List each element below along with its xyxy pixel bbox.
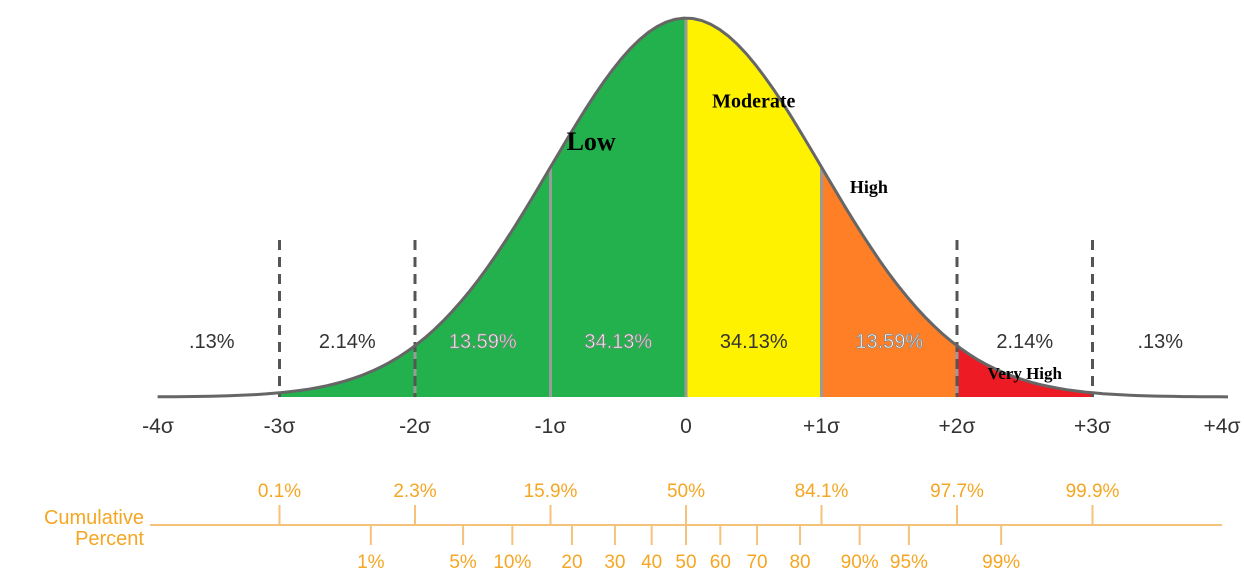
cumulative-upper-label: 0.1% [258,481,301,502]
cumulative-label-line1: Cumulative [44,507,144,529]
sigma-tick-label: 0 [680,415,692,438]
band-percent-label: 13.59% [449,331,517,353]
cumulative-lower-label: 99% [982,552,1020,573]
cumulative-lower-label: 90% [841,552,879,573]
sigma-tick-label: +3σ [1074,415,1111,438]
region-labels: Low Moderate High Very High [567,90,1063,383]
sigma-tick-labels: -4σ -3σ -2σ -1σ 0 +1σ +2σ +3σ +4σ [142,415,1240,438]
band-percent-label: 34.13% [720,331,788,353]
cumulative-lower-label: 95% [890,552,928,573]
band-percent-label: 2.14% [319,331,376,353]
sigma-tick-label: -4σ [142,415,174,438]
cumulative-upper-label: 99.9% [1066,481,1120,502]
cumulative-lower-label: 5% [449,552,477,573]
cumulative-lower-label: 60 [710,552,731,573]
region-label-low: Low [567,127,616,156]
sigma-tick-label: +1σ [803,415,840,438]
cumulative-upper-label: 15.9% [524,481,578,502]
cumulative-upper-label: 2.3% [393,481,436,502]
dashed-markers [278,240,1094,397]
band-percent-label: .13% [1137,331,1183,353]
region-label-moderate: Moderate [712,90,795,112]
cumulative-upper-label: 50% [667,481,705,502]
band-percent-label: 34.13% [584,331,652,353]
cumulative-lower-label: 30 [604,552,625,573]
band-percent-label: 13.59% [855,331,923,353]
cumulative-label-line2: Percent [75,528,144,550]
band-percent-label: .13% [189,331,235,353]
sigma-tick-label: -2σ [399,415,431,438]
region-label-very-high: Very High [988,364,1063,383]
cumulative-lower-label: 20 [561,552,582,573]
cumulative-percent-axis: Cumulative Percent 0.1% 2.3% 15.9% 50% 84.1%… [44,481,1222,573]
bell-curve [157,16,1229,399]
cumulative-lower-label: 80 [789,552,810,573]
cumulative-lower-label: 50 [675,552,696,573]
region-very-high [957,345,1093,397]
cumulative-upper-label: 84.1% [795,481,849,502]
cumulative-lower-label: 10% [493,552,531,573]
cumulative-lower-label: 70 [746,552,767,573]
sigma-dividers [413,19,959,397]
cumulative-upper-label: 97.7% [930,481,984,502]
sigma-tick-label: +2σ [939,415,976,438]
band-percent-labels: .13% 2.14% 13.59% 34.13% 34.13% 13.59% 2.14% .1… [189,331,1183,354]
cumulative-lower-label: 1% [357,552,385,573]
sigma-tick-label: +4σ [1204,415,1241,438]
sigma-tick-label: -3σ [264,415,296,438]
region-label-high: High [850,177,888,197]
band-percent-label: 2.14% [996,331,1053,353]
cumulative-lower-label: 40 [641,552,662,573]
sigma-tick-label: -1σ [535,415,567,438]
